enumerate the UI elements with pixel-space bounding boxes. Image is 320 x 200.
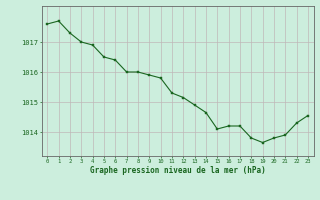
X-axis label: Graphe pression niveau de la mer (hPa): Graphe pression niveau de la mer (hPa) [90,166,266,175]
